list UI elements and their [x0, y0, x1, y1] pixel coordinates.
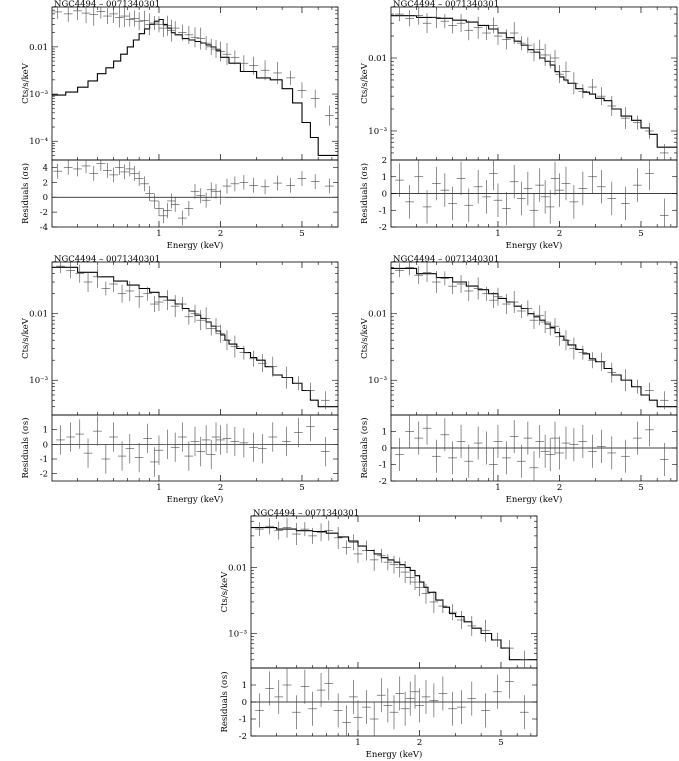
spectrum-axes-frame — [250, 515, 538, 669]
y-axis-label: Cts/s/keV — [220, 571, 230, 613]
resid-y-tick-label: -1 — [379, 461, 387, 471]
x-axis-label: Energy (keV) — [366, 749, 423, 760]
y-tick-label: 10⁻³ — [29, 90, 48, 100]
resid-y-tick-label: -2 — [239, 732, 247, 742]
x-tick-label: 1 — [156, 229, 161, 239]
resid-y-tick-label: 1 — [382, 428, 387, 438]
x-tick-label: 2 — [417, 738, 422, 748]
residuals-axis-label: Residuals (σs) — [20, 417, 31, 478]
y-tick-label: 0.01 — [368, 310, 387, 320]
resid-y-tick-label: 1 — [382, 173, 387, 183]
panel-title: NGC4494 – 0071340301 — [54, 0, 160, 10]
y-axis-label: Cts/s/keV — [360, 62, 370, 104]
x-tick-label: 1 — [495, 483, 500, 493]
y-tick-label: 0.01 — [29, 310, 48, 320]
y-tick-label: 10⁻³ — [368, 127, 387, 137]
y-tick-label: 10⁻⁴ — [29, 137, 48, 147]
x-axis-label: Energy (keV) — [506, 240, 563, 251]
resid-y-tick-label: 2 — [43, 178, 48, 188]
spectrum-panel-3: NGC4494 – 0071340301 1 2 5 10⁻³ 0.01 -2 -1 0 1 Cts… — [20, 255, 339, 505]
spectrum-panel-5: NGC4494 – 0071340301 1 2 5 10⁻³ 0.01 -2 -1 0 1 Cts… — [219, 509, 538, 760]
spectrum-panel-4: NGC4494 – 0071340301 1 2 5 10⁻³ 0.01 -2 -1 0 1 Cts… — [359, 255, 678, 505]
y-tick-label: 0.01 — [368, 54, 387, 64]
resid-y-tick-label: -4 — [40, 223, 48, 233]
x-tick-label: 1 — [355, 738, 360, 748]
resid-y-tick-label: -2 — [40, 208, 48, 218]
residuals-axis-label: Residuals (σs) — [359, 163, 370, 224]
x-tick-label: 1 — [495, 229, 500, 239]
y-tick-label: 10⁻³ — [29, 376, 48, 386]
x-tick-label: 5 — [299, 229, 304, 239]
resid-y-tick-label: 0 — [43, 193, 48, 203]
residuals-axis-label: Residuals (σs) — [20, 163, 31, 224]
resid-y-tick-label: 1 — [242, 681, 247, 691]
residual-points — [395, 415, 669, 481]
spectrum-panel-2: NGC4494 – 0071340301 1 2 5 10⁻³ 0.01 -2 -1 0 1 2 Ct… — [359, 0, 678, 251]
resid-y-tick-label: 0 — [43, 440, 48, 450]
y-tick-label: 10⁻³ — [368, 376, 387, 386]
residuals-axes-frame — [51, 159, 339, 228]
resid-y-tick-label: 0 — [382, 190, 387, 200]
resid-y-tick-label: -2 — [379, 223, 387, 233]
resid-y-tick-label: -1 — [239, 715, 247, 725]
x-axis-label: Energy (keV) — [167, 494, 224, 505]
residuals-axis-label: Residuals (σs) — [359, 417, 370, 478]
y-axis-label: Cts/s/keV — [21, 317, 31, 359]
x-tick-label: 2 — [218, 483, 223, 493]
y-tick-label: 10⁻³ — [228, 629, 247, 639]
resid-y-tick-label: 1 — [43, 426, 48, 436]
resid-y-tick-label: 4 — [43, 163, 48, 173]
resid-y-tick-label: -1 — [379, 206, 387, 216]
residuals-axes-frame — [51, 414, 339, 482]
spectrum-axes-frame — [390, 6, 678, 161]
data-points — [395, 262, 669, 410]
resid-y-tick-label: -2 — [379, 477, 387, 487]
data-points — [255, 517, 529, 668]
resid-y-tick-label: 0 — [382, 444, 387, 454]
x-tick-label: 5 — [638, 229, 643, 239]
y-axis-label: Cts/s/keV — [360, 317, 370, 359]
x-tick-label: 5 — [299, 483, 304, 493]
panel-title: NGC4494 – 0071340301 — [54, 255, 160, 265]
y-tick-label: 0.01 — [228, 563, 247, 573]
x-tick-label: 2 — [218, 229, 223, 239]
panel-title: NGC4494 – 0071340301 — [393, 0, 499, 10]
spectrum-panel-1: NGC4494 – 0071340301 1 2 5 10⁻⁴ 10⁻³ 0.01 -4 -2 0… — [20, 0, 339, 251]
x-axis-label: Energy (keV) — [167, 240, 224, 251]
x-tick-label: 1 — [156, 483, 161, 493]
residual-points — [56, 415, 330, 477]
x-tick-label: 2 — [557, 229, 562, 239]
residual-points — [53, 160, 334, 226]
model-step-line — [391, 15, 677, 148]
panel-title: NGC4494 – 0071340301 — [393, 255, 499, 265]
spectrum-axes-frame — [390, 261, 678, 416]
resid-y-tick-label: -2 — [40, 470, 48, 480]
resid-y-tick-label: 0 — [242, 698, 247, 708]
data-points — [395, 7, 669, 160]
resid-y-tick-label: 2 — [382, 156, 387, 166]
residual-points — [395, 160, 669, 227]
data-points — [56, 262, 330, 410]
residual-points — [255, 668, 529, 736]
residuals-axis-label: Residuals (σs) — [219, 671, 230, 732]
model-step-line — [52, 266, 338, 408]
panel-title: NGC4494 – 0071340301 — [253, 509, 359, 519]
resid-y-tick-label: -1 — [40, 455, 48, 465]
x-tick-label: 5 — [498, 738, 503, 748]
y-tick-label: 0.01 — [29, 43, 48, 53]
data-points — [53, 7, 334, 126]
model-step-line — [391, 267, 677, 408]
x-tick-label: 5 — [638, 483, 643, 493]
x-axis-label: Energy (keV) — [506, 494, 563, 505]
x-tick-label: 2 — [557, 483, 562, 493]
y-axis-label: Cts/s/keV — [21, 62, 31, 104]
spectrum-axes-frame — [51, 261, 339, 416]
